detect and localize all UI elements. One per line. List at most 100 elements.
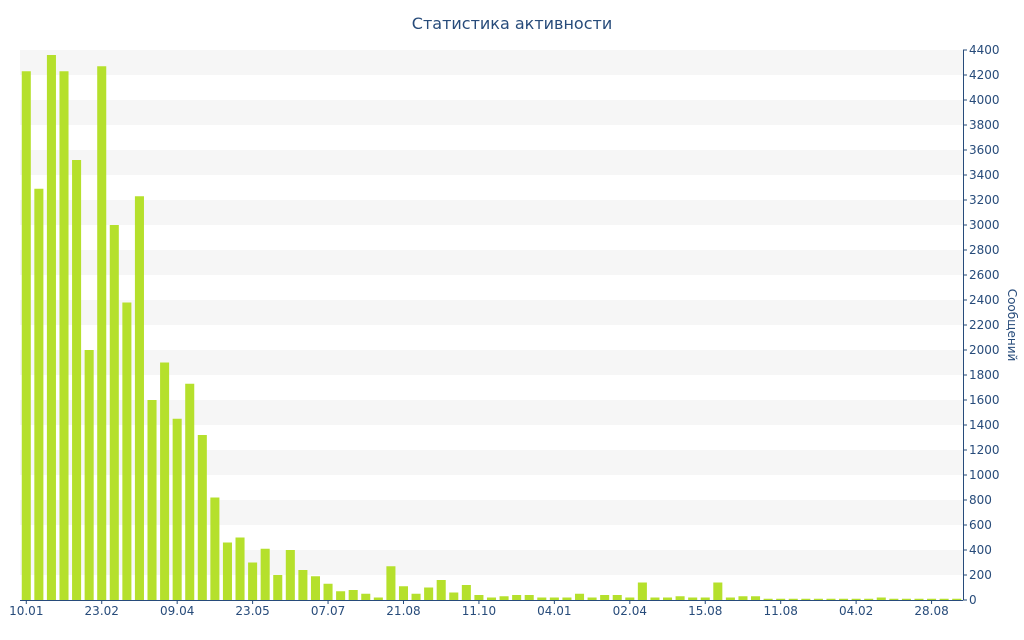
y-tick-label: 400 (969, 543, 992, 557)
bar (461, 585, 471, 600)
bar (72, 160, 82, 600)
bar (675, 596, 685, 600)
x-tick-label: 11.08 (764, 604, 798, 618)
bar (688, 597, 698, 600)
bar (574, 593, 585, 600)
bar (147, 400, 157, 600)
bar (801, 598, 811, 600)
y-tick-label: 1200 (969, 443, 1000, 457)
y-tick-label: 2800 (969, 243, 1000, 257)
grid-band (20, 50, 963, 75)
bar (637, 582, 647, 600)
bar (285, 550, 295, 600)
y-tick-label: 3000 (969, 218, 1000, 232)
y-tick-label: 1000 (969, 468, 1000, 482)
bar (537, 597, 547, 600)
bar (625, 597, 635, 600)
bar (512, 595, 522, 600)
y-tick-label: 800 (969, 493, 992, 507)
bar (901, 598, 911, 600)
bar (939, 598, 949, 600)
y-tick-label: 3600 (969, 143, 1000, 157)
y-tick-label: 200 (969, 568, 992, 582)
bar (587, 597, 597, 600)
bar (763, 598, 773, 600)
bar (725, 597, 735, 600)
bar (549, 597, 559, 600)
bar (713, 582, 723, 600)
bar (751, 596, 761, 600)
bar (524, 595, 534, 600)
y-tick-label: 2600 (969, 268, 1000, 282)
bar (700, 597, 710, 600)
bar (273, 575, 283, 600)
y-axis-label: Сообщений (1005, 289, 1019, 362)
bar (210, 497, 220, 600)
grid-band (20, 250, 963, 275)
bar (562, 597, 572, 600)
y-tick-label: 3200 (969, 193, 1000, 207)
y-tick-label: 3800 (969, 118, 1000, 132)
bar (197, 435, 207, 600)
grid-band (20, 100, 963, 125)
x-axis-ticks: 10.01 23.02 09.04 23.05 07.07 21.08 11.10 04.01… (9, 600, 949, 618)
bar (59, 71, 69, 600)
chart-title: Статистика активности (411, 14, 613, 33)
bar (323, 583, 333, 600)
bar (348, 590, 358, 600)
bar (738, 596, 748, 600)
bar (436, 580, 446, 600)
x-tick-label: 04.01 (537, 604, 571, 618)
bar (235, 537, 245, 600)
x-tick-label: 15.08 (688, 604, 722, 618)
bar (298, 570, 308, 600)
bar (398, 586, 409, 600)
y-tick-label: 3400 (969, 168, 1000, 182)
y-tick-label: 1400 (969, 418, 1000, 432)
y-tick-label: 2400 (969, 293, 1000, 307)
y-axis-ticks: 0 200 400 600 800 1000 1200 1400 1600 1800 2000 220… (963, 43, 1000, 607)
bar (160, 362, 170, 600)
bar (361, 593, 371, 600)
bar (889, 598, 899, 600)
bar (876, 597, 886, 600)
bar (851, 598, 861, 600)
bar (424, 587, 434, 600)
bar (248, 562, 258, 600)
grid-band (20, 150, 963, 175)
y-tick-label: 2200 (969, 318, 1000, 332)
bar (826, 598, 836, 600)
bar (788, 598, 798, 600)
bar (449, 592, 459, 600)
bar (914, 598, 924, 600)
bar (813, 598, 823, 600)
y-tick-label: 0 (969, 593, 977, 607)
bar (122, 302, 132, 600)
bar (84, 350, 94, 600)
x-tick-label: 02.04 (613, 604, 647, 618)
bar (373, 597, 383, 600)
bar (650, 597, 660, 600)
y-tick-label: 1600 (969, 393, 1000, 407)
bar (386, 566, 396, 600)
bar (839, 598, 849, 600)
bar (97, 66, 107, 600)
bar (336, 591, 346, 600)
bar (499, 596, 509, 600)
grid-band (20, 200, 963, 225)
bar (172, 418, 182, 600)
x-tick-label: 09.04 (160, 604, 194, 618)
x-tick-label: 21.08 (386, 604, 420, 618)
x-tick-label: 28.08 (914, 604, 948, 618)
bar (864, 598, 874, 600)
bar (663, 597, 673, 600)
bar-series (21, 55, 962, 600)
bar (134, 196, 144, 600)
y-tick-label: 2000 (969, 343, 1000, 357)
bar (185, 383, 195, 600)
bar (474, 595, 484, 600)
bar (411, 593, 421, 600)
x-tick-label: 04.02 (839, 604, 873, 618)
